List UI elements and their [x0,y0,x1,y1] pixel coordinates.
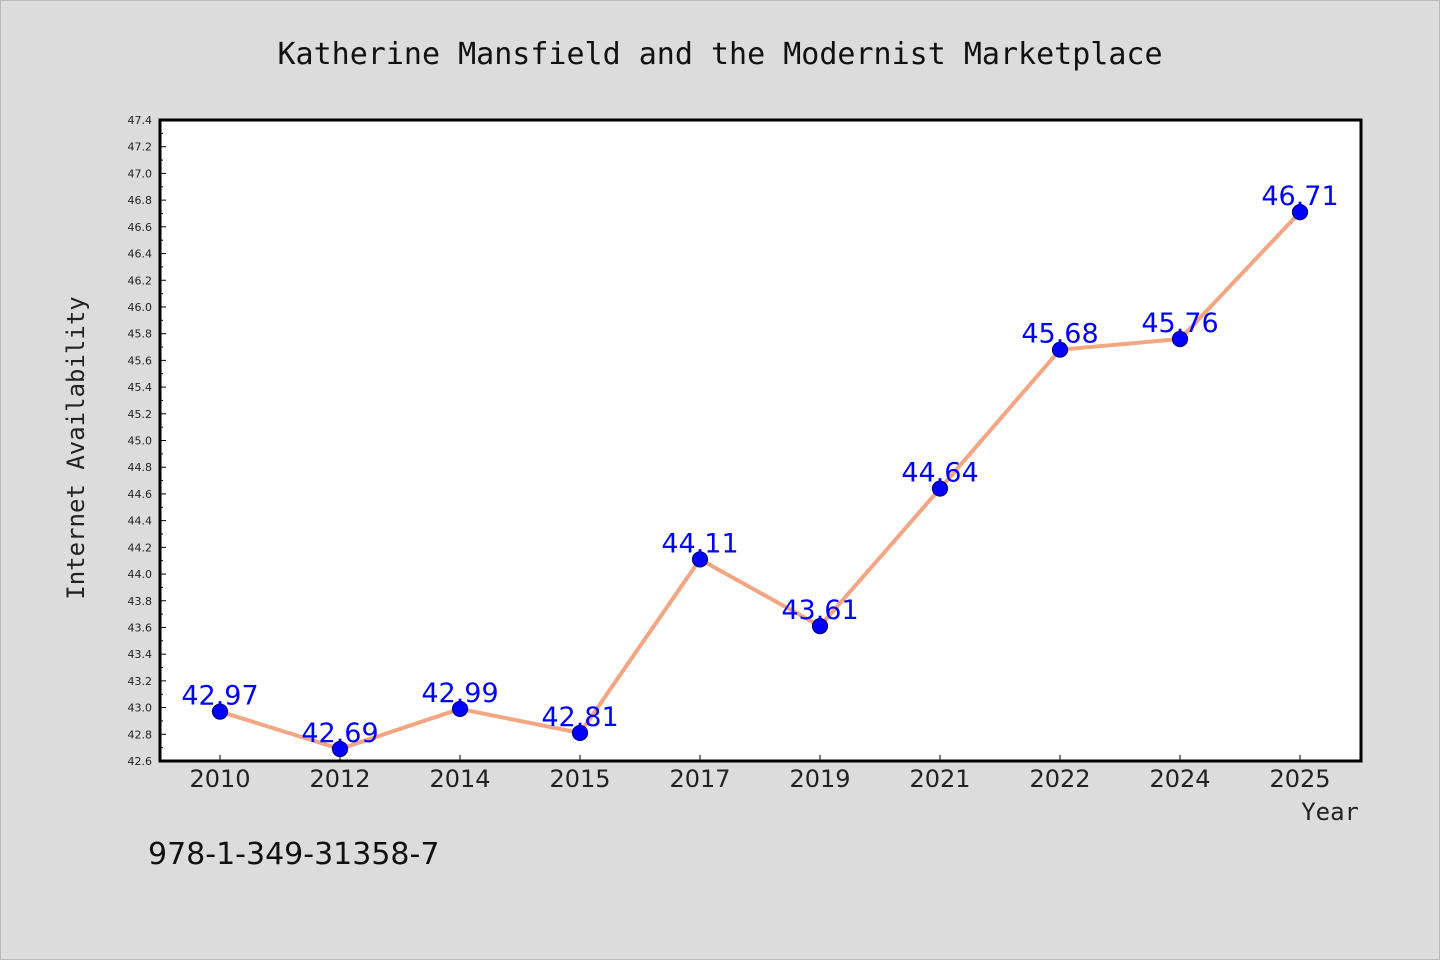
y-tick-label: 42.6 [128,755,153,768]
data-point [211,703,229,720]
x-tick-label: 2019 [789,765,850,793]
data-point [571,724,589,742]
data-label: 45.76 [1141,308,1218,339]
y-tick-label: 43.8 [128,595,153,608]
y-tick-label: 46.2 [128,274,153,287]
y-axis-label: Internet Availability [62,296,90,599]
x-tick-label: 2012 [309,765,370,793]
y-tick-label: 43.2 [128,675,153,688]
y-tick-label: 46.6 [128,221,153,234]
y-tick-label: 47.2 [128,141,153,154]
data-label: 45.68 [1021,319,1098,350]
series-layer [211,204,1309,758]
y-tick-label: 43.4 [128,648,153,661]
data-point [1291,204,1309,221]
y-tick-label: 45.8 [128,328,153,341]
x-tick-label: 2021 [909,765,970,793]
data-point [451,700,469,718]
x-tick-label: 2014 [429,765,490,793]
y-tick-label: 45.2 [128,408,153,421]
x-tick-label: 2010 [189,765,250,793]
data-label: 42.97 [181,681,258,712]
y-tick-label: 45.6 [128,354,153,367]
y-tick-label: 47.0 [128,167,153,180]
y-tick-label: 47.4 [128,114,153,127]
y-tick-label: 44.0 [128,568,153,581]
data-label: 46.71 [1261,181,1338,212]
x-tick-label: 2022 [1029,765,1090,793]
x-axis-label: Year [1301,798,1359,826]
y-axis: 42.6 42.8 43.0 43.2 43.4 43.6 43.8 44.0 44.2 44.4… [128,114,166,768]
x-tick-label: 2015 [549,765,610,793]
y-tick-label: 43.0 [128,702,153,715]
data-point [811,618,829,635]
data-point [1051,341,1069,358]
data-point [331,740,349,758]
y-tick-label: 44.6 [128,488,153,501]
y-tick-label: 46.8 [128,194,153,207]
data-labels: 42.97 42.69 42.99 42.81 44.11 43.61 44.64 45.68… [181,181,1338,749]
data-label: 43.61 [781,595,858,626]
chart-title: Katherine Mansfield and the Modernist Ma… [277,37,1162,72]
isbn-text: 978-1-349-31358-7 [148,837,439,872]
series-line [219,210,1302,751]
data-label: 44.64 [901,458,978,489]
x-tick-label: 2024 [1149,765,1210,793]
plot-area [158,118,1363,763]
data-label: 44.11 [661,528,738,559]
y-tick-label: 46.0 [128,301,153,314]
y-tick-label: 44.4 [128,515,153,528]
y-tick-label: 42.8 [128,728,153,741]
y-tick-label: 44.8 [128,461,153,474]
x-axis: 2010 2012 2014 2015 2017 2019 2021 2022 2024 2025 [189,755,1331,793]
data-point [931,480,949,497]
data-point [1171,330,1189,348]
data-label: 42.69 [301,718,378,749]
y-tick-label: 46.4 [128,248,153,261]
y-tick-label: 45.4 [128,381,153,394]
data-point [691,551,709,568]
y-tick-label: 44.2 [128,541,153,554]
data-label: 42.99 [421,678,498,709]
data-label: 42.81 [541,702,618,733]
y-tick-label: 43.6 [128,621,153,634]
y-tick-label: 45.0 [128,435,153,448]
x-tick-label: 2017 [669,765,730,793]
x-tick-label: 2025 [1269,765,1330,793]
